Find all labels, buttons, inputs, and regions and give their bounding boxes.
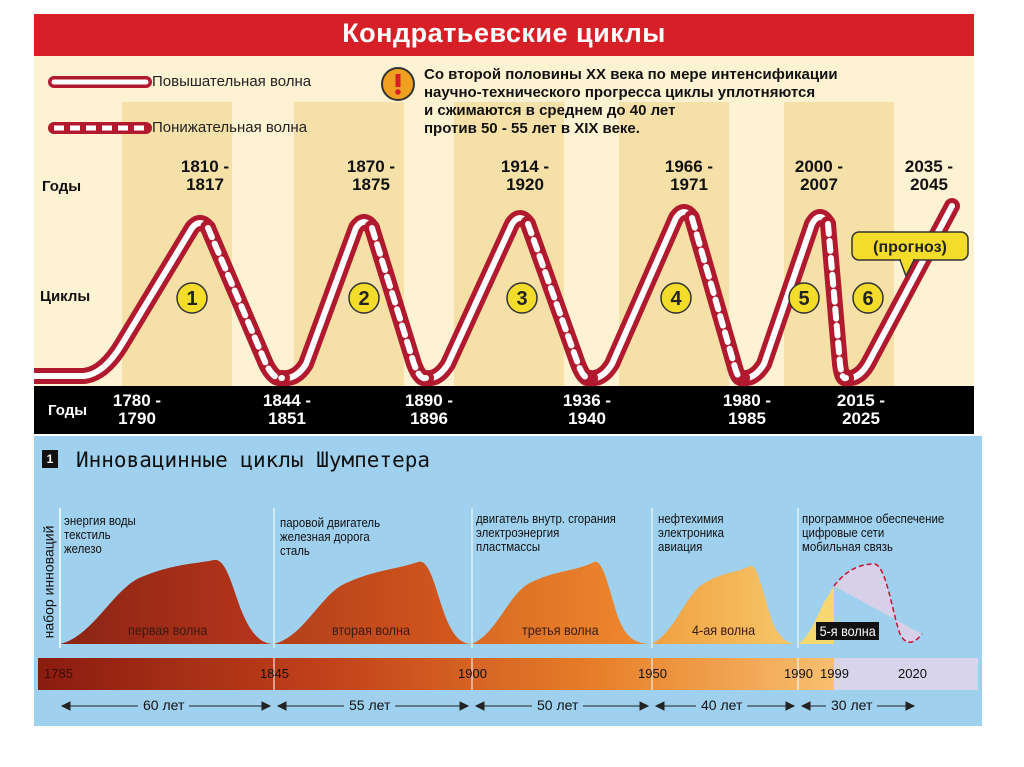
schumpeter-title: Инновацинные циклы Шумпетера xyxy=(76,448,431,472)
forecast-label: (прогноз) xyxy=(873,239,947,256)
schumpeter-chart xyxy=(38,508,978,711)
duration-label: 30 лет xyxy=(826,697,878,713)
cycle-badge-4: 4 xyxy=(660,282,692,314)
note-text: Со второй половины XX века по мере интен… xyxy=(424,66,974,138)
trough-year: 1890 -1896 xyxy=(404,391,454,428)
cycles-label: Циклы xyxy=(40,288,91,305)
falling-segments xyxy=(200,210,854,387)
peak-year: 1914 -1920 xyxy=(500,157,550,194)
cycle-badge-1: 1 xyxy=(176,282,208,314)
duration-label: 50 лет xyxy=(532,697,584,713)
innovations-wave-1: энергия воды текстиль железо xyxy=(64,513,136,556)
wave-4-area xyxy=(652,565,798,644)
timeline-year: 1999 xyxy=(820,666,849,681)
innovations-wave-4: нефтехимия электроника авиация xyxy=(658,511,725,554)
duration-label: 55 лет xyxy=(344,697,396,713)
years-band xyxy=(34,386,974,434)
wave-1-area xyxy=(60,559,274,644)
legend-falling-label: Понижательная волна xyxy=(152,119,308,136)
page-title: Кондратьевские циклы xyxy=(342,18,666,48)
wave-label-4: 4-ая волна xyxy=(692,622,756,638)
trough-year: 1780 -1790 xyxy=(112,391,162,428)
note-line: Со второй половины XX века по мере интен… xyxy=(424,66,838,83)
wave-label-2: вторая волна xyxy=(332,622,411,638)
peak-year: 1966 -1971 xyxy=(664,157,714,194)
timeline-year: 1785 xyxy=(44,666,73,681)
kondratiev-wave: 1 2 3 4 5 6 (прогноз) xyxy=(34,198,969,387)
svg-text:1: 1 xyxy=(186,288,197,310)
wave-label-5: 5-я волна xyxy=(816,622,880,640)
cycle-badge-5: 5 xyxy=(788,282,820,314)
duration-label: 40 лет xyxy=(696,697,748,713)
years-bottom-label: Годы xyxy=(48,402,88,419)
svg-text:5: 5 xyxy=(798,288,809,310)
peak-year: 1870 -1875 xyxy=(346,157,396,194)
wave-label-1: первая волна xyxy=(128,622,208,638)
cycle-badge-3: 3 xyxy=(506,282,538,314)
exclamation-icon xyxy=(381,67,415,101)
svg-text:2: 2 xyxy=(358,288,369,310)
innovations-wave-2: паровой двигатель железная дорога сталь xyxy=(280,515,381,558)
y-axis-label: набор инноваций xyxy=(40,525,57,639)
note-line: научно-технического прогресса циклы упло… xyxy=(424,84,816,101)
title-bar: Кондратьевские циклы xyxy=(34,14,974,56)
timeline-year: 1950 xyxy=(638,666,667,681)
cycle-badge-6: 6 xyxy=(852,282,884,314)
wave-5-forecast xyxy=(833,563,923,643)
svg-text:4: 4 xyxy=(670,288,682,310)
forecast-callout: (прогноз) xyxy=(851,231,969,278)
trough-year: 1844 -1851 xyxy=(262,391,312,428)
wave-3-area xyxy=(472,561,652,644)
cycle-badge-2: 2 xyxy=(348,282,380,314)
timeline-bar xyxy=(38,658,978,690)
section-number-badge: 1 xyxy=(42,450,58,468)
timeline-year: 1900 xyxy=(458,666,487,681)
peak-year: 1810 -1817 xyxy=(180,157,230,194)
svg-text:3: 3 xyxy=(516,288,527,310)
timeline-year: 2020 xyxy=(898,666,927,681)
kondratiev-panel: Кондратьевские циклы Повышательная волна… xyxy=(34,14,974,434)
note-line: и сжимаются в среднем до 40 лет xyxy=(424,102,676,119)
timeline-year: 1990 xyxy=(784,666,813,681)
legend-rising-label: Повышательная волна xyxy=(152,73,312,90)
svg-text:6: 6 xyxy=(862,288,873,310)
trough-year: 2015 -2025 xyxy=(836,391,886,428)
trough-year: 1936 -1940 xyxy=(562,391,612,428)
duration-label: 60 лет xyxy=(138,697,190,713)
innovations-wave-5: программное обеспечение цифровые сети моби… xyxy=(802,511,945,554)
note-line: против 50 - 55 лет в XIX веке. xyxy=(424,120,640,137)
peak-year: 2000 -2007 xyxy=(794,157,844,194)
wave-2-area xyxy=(274,561,472,644)
innovations-wave-3: двигатель внутр. сгорания электроэнергия п… xyxy=(476,511,616,554)
legend-falling-swatch xyxy=(48,122,152,134)
years-top-label: Годы xyxy=(42,178,82,195)
legend-rising-swatch xyxy=(48,76,152,88)
schumpeter-panel: 1 Инновацинные циклы Шумпетера xyxy=(34,436,982,726)
wave-label-3: третья волна xyxy=(522,622,599,638)
peak-year: 2035 -2045 xyxy=(904,157,954,194)
timeline-year: 1845 xyxy=(260,666,289,681)
trough-year: 1980 -1985 xyxy=(722,391,772,428)
duration-arrows xyxy=(60,701,916,711)
